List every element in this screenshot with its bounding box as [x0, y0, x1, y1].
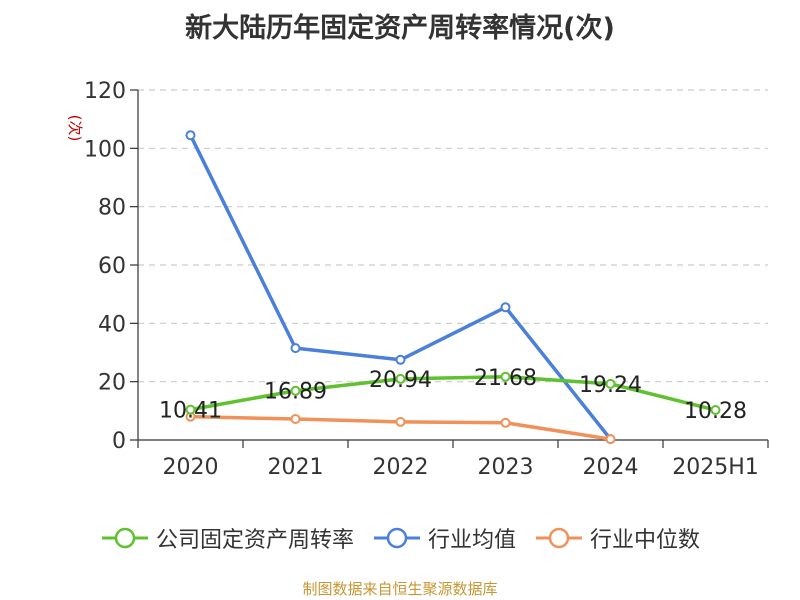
data-point-0 [500, 371, 511, 382]
legend-circle [548, 527, 570, 549]
x-tick-label: 2023 [478, 455, 534, 480]
y-tick-label: 20 [98, 371, 126, 396]
data-point-2 [290, 414, 301, 424]
legend-marker-industry-median [536, 527, 582, 549]
x-tick-label: 2025H1 [672, 455, 759, 480]
legend: 公司固定资产周转率 行业均值 行业中位数 [0, 518, 800, 558]
y-tick-label: 100 [84, 137, 126, 162]
grid-lines [138, 89, 768, 383]
series-lines [185, 130, 721, 445]
x-tick-label: 2021 [268, 455, 324, 480]
x-tick-label: 2020 [163, 455, 219, 480]
data-point-1 [395, 354, 406, 365]
data-point-1 [500, 302, 511, 313]
data-labels: 10.41 16.89 20.94 21.68 19.24 10.28 [159, 366, 747, 424]
data-label: 21.68 [474, 366, 537, 391]
data-label: 10.28 [684, 399, 747, 424]
axes: 0 20 40 60 80 100 120(次) 2020 2021 2022 2023 2024 20… [66, 79, 769, 480]
y-axis-unit-label: (次) [66, 115, 84, 142]
data-point-0 [605, 378, 616, 389]
data-point-1 [290, 343, 301, 354]
legend-marker-company [101, 527, 148, 549]
data-point-0 [290, 385, 301, 396]
legend-circle [114, 527, 136, 549]
legend-label-industry-median: 行业中位数 [590, 528, 701, 553]
data-label: 10.41 [159, 399, 222, 424]
x-tick-label: 2022 [373, 455, 429, 480]
y-tick-label: 40 [98, 312, 126, 337]
data-point-0 [710, 405, 721, 416]
data-label: 16.89 [264, 380, 327, 405]
data-label: 19.24 [579, 373, 642, 398]
source-note: 制图数据来自恒生聚源数据库 [302, 580, 498, 598]
series-line-1 [188, 134, 612, 441]
legend-marker-industry-mean [373, 527, 420, 549]
data-point-1 [185, 130, 196, 141]
y-tick-label: 60 [98, 254, 126, 279]
legend-circle [386, 527, 408, 549]
y-tick-label: 0 [112, 429, 126, 454]
data-point-2 [395, 416, 406, 427]
legend-item-industry-mean[interactable]: 行业均值 [372, 522, 516, 554]
data-point-2 [500, 417, 511, 428]
y-tick-label: 120 [84, 79, 126, 104]
data-point-0 [185, 404, 196, 415]
legend-label-industry-mean: 行业均值 [427, 528, 516, 553]
data-point-0 [395, 373, 406, 384]
legend-label-company: 公司固定资产周转率 [155, 528, 354, 553]
x-tick-label: 2024 [583, 455, 639, 480]
data-label: 20.94 [369, 368, 432, 393]
y-tick-label: 80 [98, 196, 126, 221]
legend-item-company[interactable]: 公司固定资产周转率 [100, 522, 354, 554]
chart-title: 新大陆历年固定资产周转率情况(次) [185, 13, 615, 44]
series-line-0 [190, 375, 716, 412]
legend-item-industry-median[interactable]: 行业中位数 [534, 522, 700, 554]
data-point-2 [605, 434, 616, 445]
